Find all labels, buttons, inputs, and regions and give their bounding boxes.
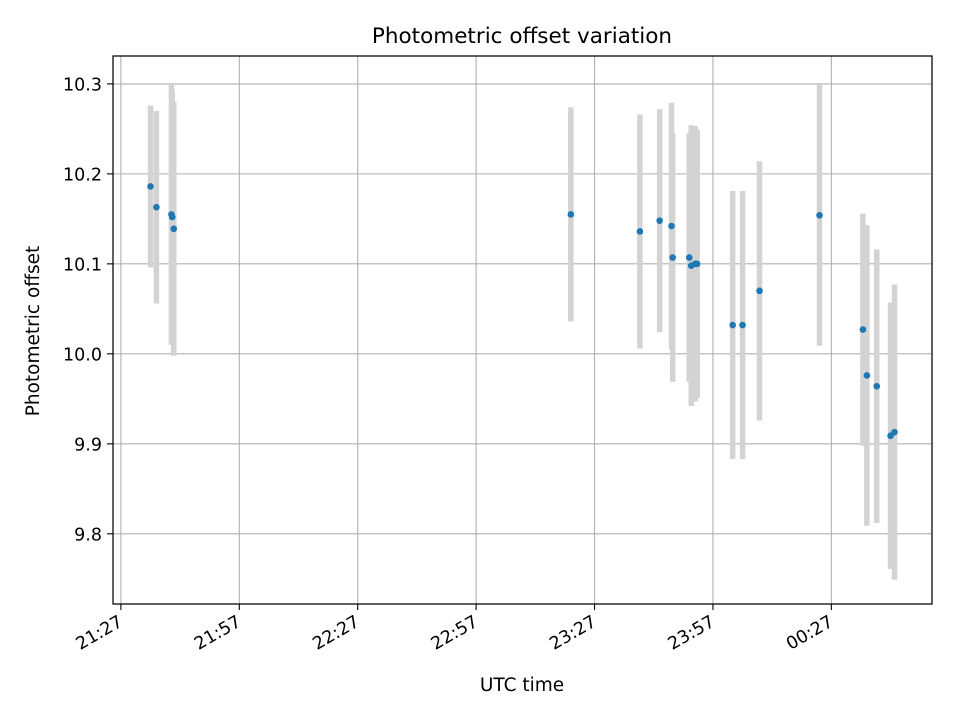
y-tick-label: 9.8 [74, 525, 102, 545]
data-point [816, 211, 823, 219]
y-tick-label: 10.1 [63, 255, 102, 275]
data-point [656, 217, 663, 224]
data-point [668, 222, 675, 230]
data-point [756, 287, 763, 295]
data-point [693, 260, 701, 268]
data-point [863, 372, 871, 379]
data-point [859, 326, 867, 333]
data-point [685, 254, 693, 261]
data-point [170, 225, 178, 233]
data-point [739, 321, 746, 329]
y-tick-label: 10.2 [63, 165, 102, 185]
data-point [147, 183, 154, 190]
y-tick-label: 10.0 [63, 345, 102, 365]
plot-frame [112, 55, 933, 605]
y-axis-label: Photometric offset [23, 246, 44, 417]
data-point [891, 428, 898, 436]
grid-layer [113, 56, 932, 604]
y-axis-ticks: 9.8 9.9 10.0 10.1 10.2 10.3 [63, 75, 113, 545]
chart-title: Photometric offset variation [372, 24, 672, 49]
data-point [669, 254, 676, 261]
y-tick-label: 10.3 [63, 75, 102, 95]
data-point [168, 213, 176, 221]
data-point [567, 211, 575, 218]
y-tick-label: 9.9 [74, 435, 102, 455]
data-point [153, 203, 160, 211]
data-point [729, 321, 736, 329]
data-point [636, 228, 644, 235]
data-point [873, 382, 881, 390]
x-axis-label: UTC time [480, 675, 564, 696]
point-layer [147, 183, 898, 440]
